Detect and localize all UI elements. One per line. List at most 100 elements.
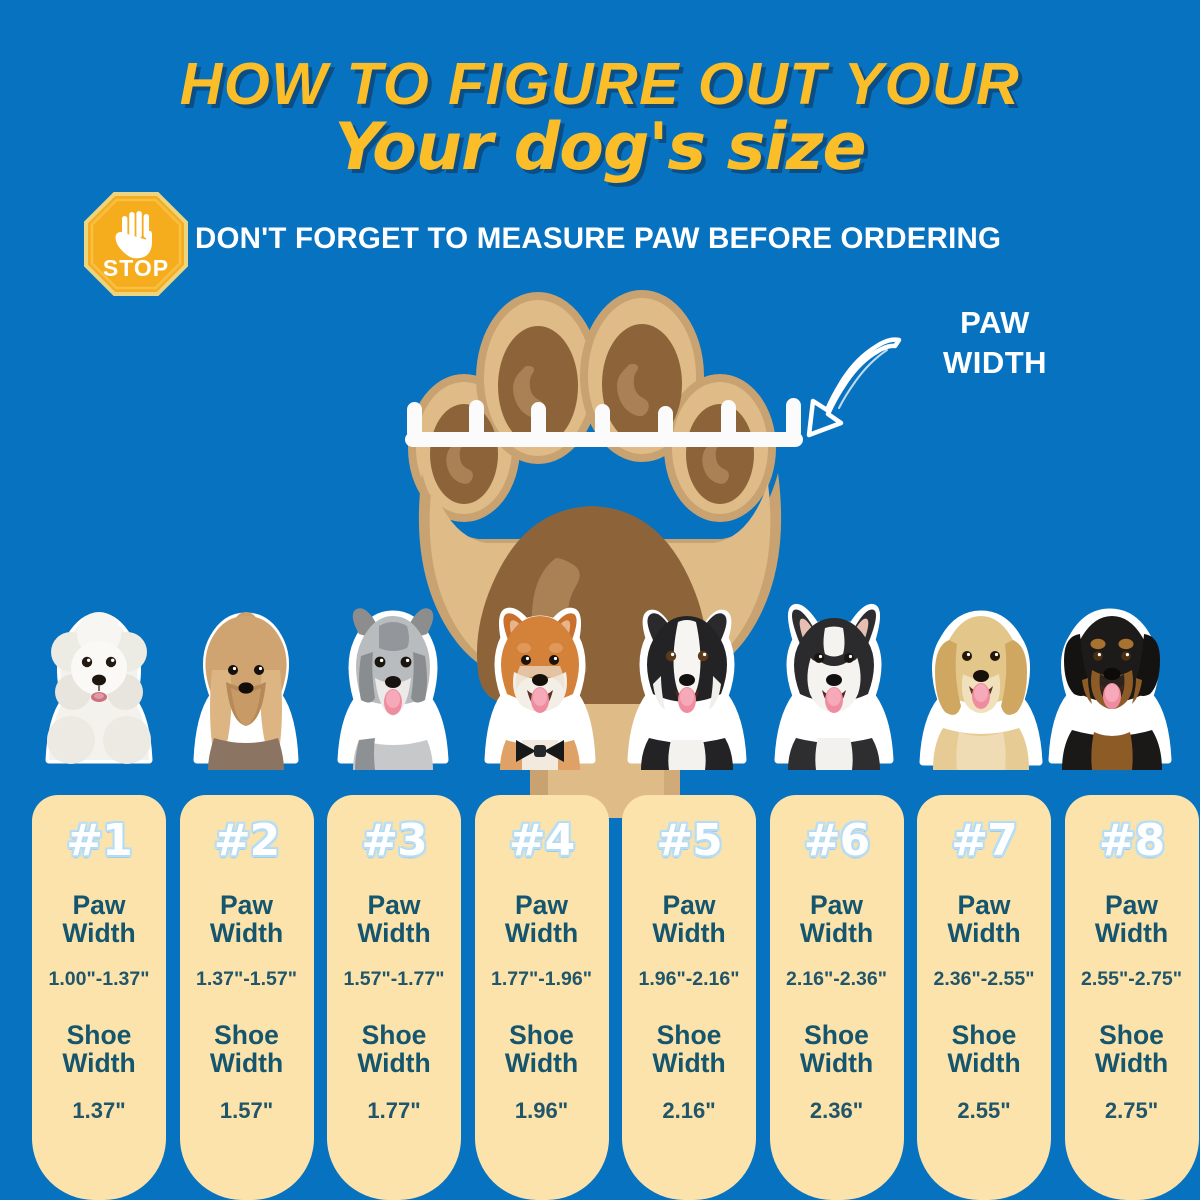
paw-width-label: Paw Width <box>32 891 166 947</box>
shoe-width-label: Shoe Width <box>622 1021 756 1077</box>
paw-width-value: 1.00"-1.37" <box>48 968 150 991</box>
size-card-number: #4 <box>508 815 575 866</box>
stop-sign-label: STOP <box>103 255 169 281</box>
size-card-number: #8 <box>1098 815 1165 866</box>
size-card-number: #5 <box>656 815 722 866</box>
size-card[interactable]: #5 Paw Width 1.96"-2.16" Shoe Width 2.16" <box>622 795 756 1200</box>
paw-width-label: Paw Width <box>180 891 314 947</box>
shoe-width-label-line1: Shoe <box>509 1020 574 1051</box>
shoe-width-label-line1: Shoe <box>951 1020 1017 1051</box>
dog-photo-husky <box>774 603 894 770</box>
size-card[interactable]: #8 Paw Width 2.55"-2.75" Shoe Width 2.75" <box>1064 795 1199 1200</box>
dog-photo-shiba-inu <box>484 607 596 770</box>
paw-width-label-line1: Paw <box>1104 890 1159 920</box>
paw-width-label-line2: Width <box>209 918 284 949</box>
shoe-width-label-line1: Shoe <box>361 1020 427 1051</box>
paw-width-value: 1.37"-1.57" <box>196 968 297 991</box>
paw-width-label-line1: Paw <box>367 890 421 920</box>
size-card[interactable]: #1 Paw Width 1.00"-1.37" Shoe Width 1.37" <box>32 795 166 1200</box>
paw-width-label-line2: Width <box>62 918 136 949</box>
subtitle-text: DON'T FORGET TO MEASURE PAW BEFORE ORDER… <box>195 222 1002 255</box>
shoe-width-value: 2.55" <box>957 1098 1011 1124</box>
paw-width-label-line1: Paw <box>662 890 716 920</box>
shoe-width-label: Shoe Width <box>1065 1021 1199 1077</box>
dog-photo-yorkshire-terrier <box>193 612 299 770</box>
size-card-number: #3 <box>361 815 427 866</box>
paw-width-label-line2: Width <box>947 918 1021 949</box>
paw-width-value: 2.55"-2.75" <box>1081 968 1182 991</box>
shoe-width-label-line2: Width <box>947 1048 1021 1079</box>
size-card[interactable]: #2 Paw Width 1.37"-1.57" Shoe Width 1.57" <box>179 795 314 1200</box>
size-cards-row: #1 Paw Width 1.00"-1.37" Shoe Width 1.37" #2 Paw… <box>0 795 1200 1200</box>
paw-width-label-line2: Width <box>504 918 579 949</box>
shoe-width-label-line2: Width <box>1094 1048 1169 1079</box>
paw-width-label: Paw Width <box>475 891 609 947</box>
shoe-width-value: 1.57" <box>219 1098 274 1124</box>
dog-photo-scruffy-terrier <box>337 608 449 770</box>
shoe-width-label-line1: Shoe <box>1099 1020 1164 1051</box>
shoe-width-label-line2: Width <box>504 1048 579 1079</box>
shoe-width-label: Shoe Width <box>475 1021 609 1077</box>
shoe-width-label-line2: Width <box>62 1048 136 1079</box>
size-card[interactable]: #4 Paw Width 1.77"-1.96" Shoe Width 1.96" <box>474 795 609 1200</box>
paw-width-label-line1: Paw <box>219 890 274 920</box>
shoe-width-value: 1.96" <box>514 1098 569 1124</box>
paw-width-label-line2: Width <box>1094 918 1169 949</box>
dog-photo-bichon-frise <box>45 612 153 764</box>
paw-width-callout: PAW WIDTH <box>900 303 1090 382</box>
dog-photo-border-collie <box>627 609 747 770</box>
paw-width-label-line1: Paw <box>809 890 864 920</box>
shoe-width-label: Shoe Width <box>180 1021 314 1077</box>
ruler-measure-icon <box>405 392 805 452</box>
curved-arrow-down-left-icon <box>795 330 915 440</box>
shoe-width-label-line1: Shoe <box>66 1020 132 1051</box>
paw-width-label: Paw Width <box>1065 891 1199 947</box>
shoe-width-value: 2.36" <box>809 1098 864 1124</box>
shoe-width-label-line2: Width <box>209 1048 284 1079</box>
bowtie-icon <box>516 740 564 762</box>
paw-width-value: 1.77"-1.96" <box>491 968 592 991</box>
size-card-number: #2 <box>213 815 280 866</box>
paw-width-label: Paw Width <box>327 891 461 947</box>
size-card[interactable]: #7 Paw Width 2.36"-2.55" Shoe Width 2.55" <box>917 795 1051 1200</box>
shoe-width-value: 2.75" <box>1104 1098 1159 1124</box>
size-card[interactable]: #6 Paw Width 2.16"-2.36" Shoe Width 2.36" <box>769 795 904 1200</box>
size-card-number: #6 <box>803 815 870 866</box>
size-card-number: #1 <box>66 815 132 866</box>
paw-width-label-line2: Width <box>799 918 874 949</box>
paw-width-label-line2: Width <box>357 918 431 949</box>
paw-width-callout-line1: PAW <box>960 305 1030 340</box>
paw-width-label-line1: Paw <box>72 890 126 920</box>
paw-width-label-line1: Paw <box>514 890 569 920</box>
shoe-width-value: 2.16" <box>662 1098 716 1124</box>
paw-width-label-line2: Width <box>652 918 726 949</box>
page-title-line1: HOW TO FIGURE OUT YOUR <box>179 51 1021 117</box>
paw-width-value: 2.16"-2.36" <box>786 968 887 991</box>
paw-width-label: Paw Width <box>770 891 904 947</box>
shoe-width-value: 1.77" <box>367 1098 421 1124</box>
paw-width-value: 2.36"-2.55" <box>933 968 1035 991</box>
shoe-width-value: 1.37" <box>72 1098 126 1124</box>
paw-width-label-line1: Paw <box>957 890 1011 920</box>
paw-width-value: 1.57"-1.77" <box>343 968 445 991</box>
shoe-width-label: Shoe Width <box>32 1021 166 1077</box>
dog-photo-rottweiler <box>1048 608 1172 770</box>
stop-sign-icon: STOP <box>84 192 188 296</box>
paw-width-value: 1.96"-2.16" <box>638 968 740 991</box>
size-card-number: #7 <box>951 815 1017 866</box>
shoe-width-label: Shoe Width <box>917 1021 1051 1077</box>
paw-width-label: Paw Width <box>622 891 756 947</box>
shoe-width-label-line2: Width <box>652 1048 726 1079</box>
shoe-width-label-line1: Shoe <box>214 1020 279 1051</box>
paw-width-label: Paw Width <box>917 891 1051 947</box>
paw-width-callout-line2: WIDTH <box>942 344 1048 380</box>
dog-photo-row <box>0 600 1200 830</box>
size-card[interactable]: #3 Paw Width 1.57"-1.77" Shoe Width 1.77" <box>327 795 461 1200</box>
shoe-width-label: Shoe Width <box>327 1021 461 1077</box>
shoe-width-label-line2: Width <box>357 1048 431 1079</box>
shoe-width-label: Shoe Width <box>770 1021 904 1077</box>
shoe-width-label-line1: Shoe <box>656 1020 722 1051</box>
shoe-width-label-line2: Width <box>799 1048 874 1079</box>
shoe-width-label-line1: Shoe <box>804 1020 869 1051</box>
